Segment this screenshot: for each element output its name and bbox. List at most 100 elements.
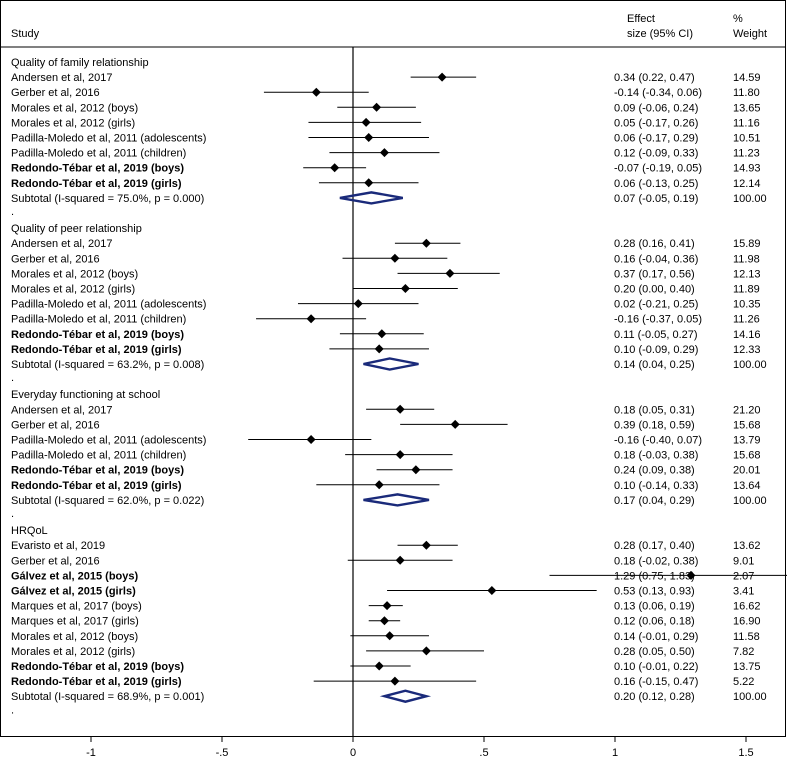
study-label: Gerber et al, 2016 (11, 87, 100, 99)
effect-size-ci: 0.28 (0.17, 0.40) (614, 540, 695, 552)
study-label: Evaristo et al, 2019 (11, 540, 105, 552)
x-tick-label: -1 (86, 747, 96, 759)
point-estimate (487, 586, 497, 595)
effect-size-ci: -0.16 (-0.40, 0.07) (614, 435, 702, 447)
x-tick-label: .5 (479, 747, 488, 759)
effect-size-ci: 0.28 (0.16, 0.41) (614, 238, 695, 250)
point-estimate (379, 616, 389, 626)
subtotal-effect-size-ci: 0.20 (0.12, 0.28) (614, 691, 695, 703)
point-estimate (395, 555, 405, 565)
study-label: Morales et al, 2012 (boys) (11, 102, 138, 114)
effect-size-ci: 0.16 (-0.15, 0.47) (614, 676, 698, 688)
study-weight: 7.82 (733, 646, 754, 658)
x-tick-label: 0 (350, 747, 356, 759)
effect-size-ci: 0.10 (-0.09, 0.29) (614, 344, 698, 356)
study-label: Gálvez et al, 2015 (girls) (11, 586, 136, 598)
effect-size-ci: -0.14 (-0.34, 0.06) (614, 87, 702, 99)
point-estimate (372, 102, 382, 112)
study-label: Padilla-Moledo et al, 2011 (children) (11, 450, 186, 462)
effect-size-ci: 0.10 (-0.14, 0.33) (614, 480, 698, 492)
header-study: Study (11, 28, 40, 40)
x-tick-label: 1.5 (738, 747, 753, 759)
subtotal-diamond (363, 493, 430, 507)
point-estimate (686, 570, 696, 580)
point-estimate (364, 133, 374, 142)
point-estimate (330, 163, 340, 173)
plot-rows: Quality of family relationship Andersen e… (11, 47, 787, 736)
point-estimate (445, 268, 455, 278)
study-weight: 14.16 (733, 329, 761, 341)
effect-size-ci: 0.37 (0.17, 0.56) (614, 268, 695, 280)
point-estimate (374, 344, 384, 354)
point-estimate (379, 148, 389, 158)
point-estimate (353, 299, 363, 309)
study-label: Morales et al, 2012 (boys) (11, 268, 138, 280)
effect-size-ci: 0.18 (-0.02, 0.38) (614, 555, 698, 567)
study-weight: 14.93 (733, 163, 761, 175)
study-weight: 11.26 (733, 314, 760, 326)
study-label: Redondo-Tébar et al, 2019 (boys) (11, 329, 184, 341)
subtotal-effect-size-ci: 0.14 (0.04, 0.25) (614, 359, 695, 371)
header-effect-line2: size (95% CI) (627, 28, 693, 40)
x-axis: -1-.50.511.52 (86, 736, 754, 759)
subtotal-effect-size-ci: 0.07 (-0.05, 0.19) (614, 193, 698, 205)
study-label: Gerber et al, 2016 (11, 419, 100, 431)
point-estimate (306, 314, 316, 324)
group-separator: . (11, 372, 14, 384)
subtotal-weight: 100.00 (733, 193, 767, 205)
group-title: Quality of family relationship (11, 57, 149, 69)
effect-size-ci: 0.18 (0.05, 0.31) (614, 404, 695, 416)
study-label: Morales et al, 2012 (boys) (11, 631, 138, 643)
effect-size-ci: 0.06 (-0.13, 0.25) (614, 178, 698, 190)
study-weight: 5.22 (733, 676, 754, 688)
subtotal-effect-size-ci: 0.17 (0.04, 0.29) (614, 495, 695, 507)
study-weight: 14.59 (733, 72, 761, 84)
subtotal-label: Subtotal (I-squared = 63.2%, p = 0.008) (11, 359, 204, 371)
effect-size-ci: 0.12 (0.06, 0.18) (614, 616, 695, 628)
point-estimate (411, 465, 421, 475)
effect-size-ci: 0.09 (-0.06, 0.24) (614, 102, 698, 114)
header-effect-line1: Effect (627, 13, 655, 25)
study-label: Morales et al, 2012 (girls) (11, 117, 135, 129)
point-estimate (421, 238, 431, 248)
effect-size-ci: 0.02 (-0.21, 0.25) (614, 299, 698, 311)
group-title: HRQoL (11, 525, 48, 537)
study-label: Marques et al, 2017 (girls) (11, 616, 139, 628)
effect-size-ci: 0.11 (-0.05, 0.27) (614, 329, 698, 341)
header-weight-line1: % (733, 13, 743, 25)
study-label: Redondo-Tébar et al, 2019 (girls) (11, 344, 182, 356)
study-weight: 11.58 (733, 631, 760, 643)
subtotal-diamond (339, 191, 403, 205)
point-estimate (364, 178, 374, 188)
subtotal-weight: 100.00 (733, 691, 767, 703)
study-weight: 20.01 (733, 465, 761, 477)
study-weight: 13.75 (733, 661, 761, 673)
point-estimate (374, 480, 384, 490)
subtotal-weight: 100.00 (733, 359, 767, 371)
effect-size-ci: 0.12 (-0.09, 0.33) (614, 148, 698, 160)
study-label: Redondo-Tébar et al, 2019 (boys) (11, 465, 184, 477)
study-label: Redondo-Tébar et al, 2019 (girls) (11, 676, 182, 688)
point-estimate (374, 661, 384, 671)
group-title: Everyday functioning at school (11, 389, 160, 401)
study-weight: 13.62 (733, 540, 761, 552)
effect-size-ci: 0.24 (0.09, 0.38) (614, 465, 695, 477)
study-weight: 11.98 (733, 253, 760, 265)
study-label: Gálvez et al, 2015 (boys) (11, 570, 139, 582)
study-label: Gerber et al, 2016 (11, 555, 100, 567)
effect-size-ci: 0.14 (-0.01, 0.29) (614, 631, 698, 643)
study-label: Padilla-Moledo et al, 2011 (children) (11, 314, 186, 326)
point-estimate (450, 419, 460, 429)
study-label: Morales et al, 2012 (girls) (11, 646, 135, 658)
study-weight: 15.89 (733, 238, 761, 250)
study-label: Redondo-Tébar et al, 2019 (girls) (11, 480, 182, 492)
effect-size-ci: 0.39 (0.18, 0.59) (614, 419, 695, 431)
study-weight: 15.68 (733, 419, 761, 431)
effect-size-ci: 0.13 (0.06, 0.19) (614, 601, 695, 613)
study-weight: 2.07 (733, 570, 754, 582)
study-weight: 10.51 (733, 133, 761, 145)
group-separator: . (11, 508, 14, 520)
study-weight: 10.35 (733, 299, 761, 311)
